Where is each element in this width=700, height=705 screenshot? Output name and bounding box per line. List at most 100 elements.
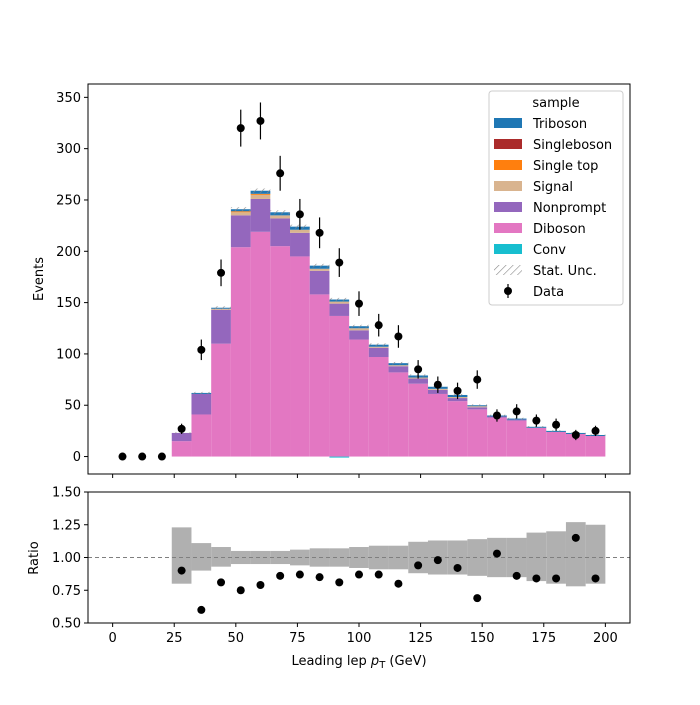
bar-diboson-bin-15 (408, 383, 428, 457)
stat-unc-bin-7 (250, 188, 271, 193)
legend-label-singleboson: Singleboson (533, 138, 612, 153)
legend-swatch-conv (494, 244, 522, 254)
stat-unc-bin-6 (230, 207, 251, 212)
ratio-band-bin-17 (447, 540, 468, 575)
bar-signal-bin-12 (349, 328, 369, 331)
bar-nonprompt-bin-3 (171, 432, 192, 442)
ratio-band-bin-23 (565, 522, 586, 587)
ratio-point-7 (256, 581, 265, 590)
bar-single-top-bin-6 (230, 211, 251, 213)
ratio-point-13 (374, 570, 383, 579)
legend-title: sample (532, 96, 579, 111)
data-point-19 (492, 411, 501, 420)
data-point-17 (453, 386, 462, 395)
ratio-y-tick-label-4: 1.50 (52, 486, 81, 501)
legend-label-data: Data (533, 285, 564, 300)
bar-signal-bin-6 (230, 212, 251, 216)
ratio-point-16 (433, 556, 442, 565)
main-y-tick-label-6: 300 (56, 142, 81, 157)
main-plot-area: 0 50 100 150 200 250 300 350 Events (32, 83, 631, 478)
bar-diboson-bin-5 (211, 343, 231, 457)
stat-unc-bin-4 (191, 391, 212, 394)
stat-unc-bin-13 (368, 343, 389, 347)
data-point-1 (138, 452, 147, 461)
legend: sample Triboson Singleboson Single top Sign… (488, 90, 624, 306)
bar-diboson-bin-23 (565, 433, 586, 457)
ratio-y-axis-ticks: 0.50 0.75 1.00 1.25 1.50 (52, 486, 88, 632)
ratio-y-tick-label-3: 1.25 (52, 518, 81, 533)
data-point-9 (295, 210, 304, 219)
legend-entries: Triboson Singleboson Single top Signal Nonpr… (494, 117, 612, 300)
x-tick-label-5: 125 (408, 631, 433, 646)
x-tick-label-6: 150 (470, 631, 495, 646)
bar-diboson-bin-8 (270, 246, 291, 457)
data-point-6 (236, 124, 245, 133)
data-point-15 (414, 365, 423, 374)
x-tick-label-4: 100 (347, 631, 372, 646)
bar-diboson-bin-6 (230, 247, 251, 457)
ratio-band-bin-21 (526, 532, 547, 582)
ratio-band-bin-11 (329, 548, 350, 567)
data-points (118, 102, 600, 461)
main-y-axis-label: Events (32, 257, 47, 301)
ratio-points (177, 533, 600, 614)
ratio-y-tick-label-2: 1.00 (52, 551, 81, 566)
bar-signal-bin-13 (368, 346, 389, 348)
ratio-point-22 (552, 574, 561, 583)
data-point-13 (374, 321, 383, 330)
bar-diboson-bin-19 (487, 417, 507, 457)
main-plot-frame (87, 83, 631, 475)
bar-nonprompt-bin-15 (408, 378, 428, 384)
bar-diboson-bin-4 (191, 414, 212, 457)
bar-diboson-bin-17 (447, 401, 468, 457)
bar-signal-bin-8 (270, 215, 291, 219)
bar-conv-bin-11 (329, 456, 350, 458)
bar-signal-bin-7 (250, 194, 271, 199)
ratio-plot-frame (87, 491, 631, 624)
bar-diboson-bin-20 (506, 420, 527, 457)
stat-unc-bin-10 (309, 263, 330, 268)
ratio-point-15 (414, 561, 423, 570)
ratio-y-tick-label-0: 0.50 (52, 617, 81, 632)
bar-diboson-bin-3 (171, 441, 192, 457)
legend-label-nonprompt: Nonprompt (533, 201, 606, 216)
main-y-tick-label-4: 200 (56, 245, 81, 260)
data-point-21 (532, 416, 541, 425)
stat-unc-bin-5 (211, 306, 231, 310)
bar-single-top-bin-7 (250, 193, 271, 195)
data-point-10 (315, 228, 324, 237)
legend-label-diboson: Diboson (533, 222, 586, 237)
main-y-tick-label-0: 0 (73, 450, 81, 465)
x-axis-label-sub: T (378, 660, 386, 671)
legend-label-triboson: Triboson (532, 117, 587, 132)
data-point-16 (433, 380, 442, 389)
x-tick-label-0: 0 (108, 631, 116, 646)
ratio-point-3 (177, 566, 186, 575)
bar-signal-bin-11 (329, 301, 350, 304)
stat-unc-bin-18 (467, 404, 488, 407)
ratio-band-bin-24 (585, 524, 606, 584)
main-y-tick-label-5: 250 (56, 193, 81, 208)
x-tick-label-2: 50 (228, 631, 245, 646)
ratio-point-23 (571, 533, 580, 542)
bar-diboson-bin-12 (349, 339, 369, 457)
bar-nonprompt-bin-11 (329, 303, 350, 316)
bar-diboson-bin-24 (585, 436, 606, 457)
bar-diboson-bin-7 (250, 231, 271, 457)
legend-label-single-top: Single top (533, 159, 598, 174)
ratio-point-9 (295, 570, 304, 579)
legend-swatch-single-top (494, 160, 522, 170)
legend-swatch-diboson (494, 223, 522, 233)
legend-label-conv: Conv (533, 243, 566, 258)
x-axis-label-unit: (GeV) (385, 654, 426, 669)
data-point-5 (217, 268, 226, 277)
ratio-point-21 (532, 574, 541, 583)
data-point-8 (276, 169, 285, 178)
bar-diboson-bin-16 (427, 393, 448, 457)
bar-nonprompt-bin-12 (349, 330, 369, 340)
ratio-uncertainty-band (171, 522, 606, 587)
legend-swatch-stat-unc (494, 265, 522, 275)
bar-diboson-bin-18 (467, 409, 488, 457)
bar-diboson-bin-11 (329, 315, 350, 457)
